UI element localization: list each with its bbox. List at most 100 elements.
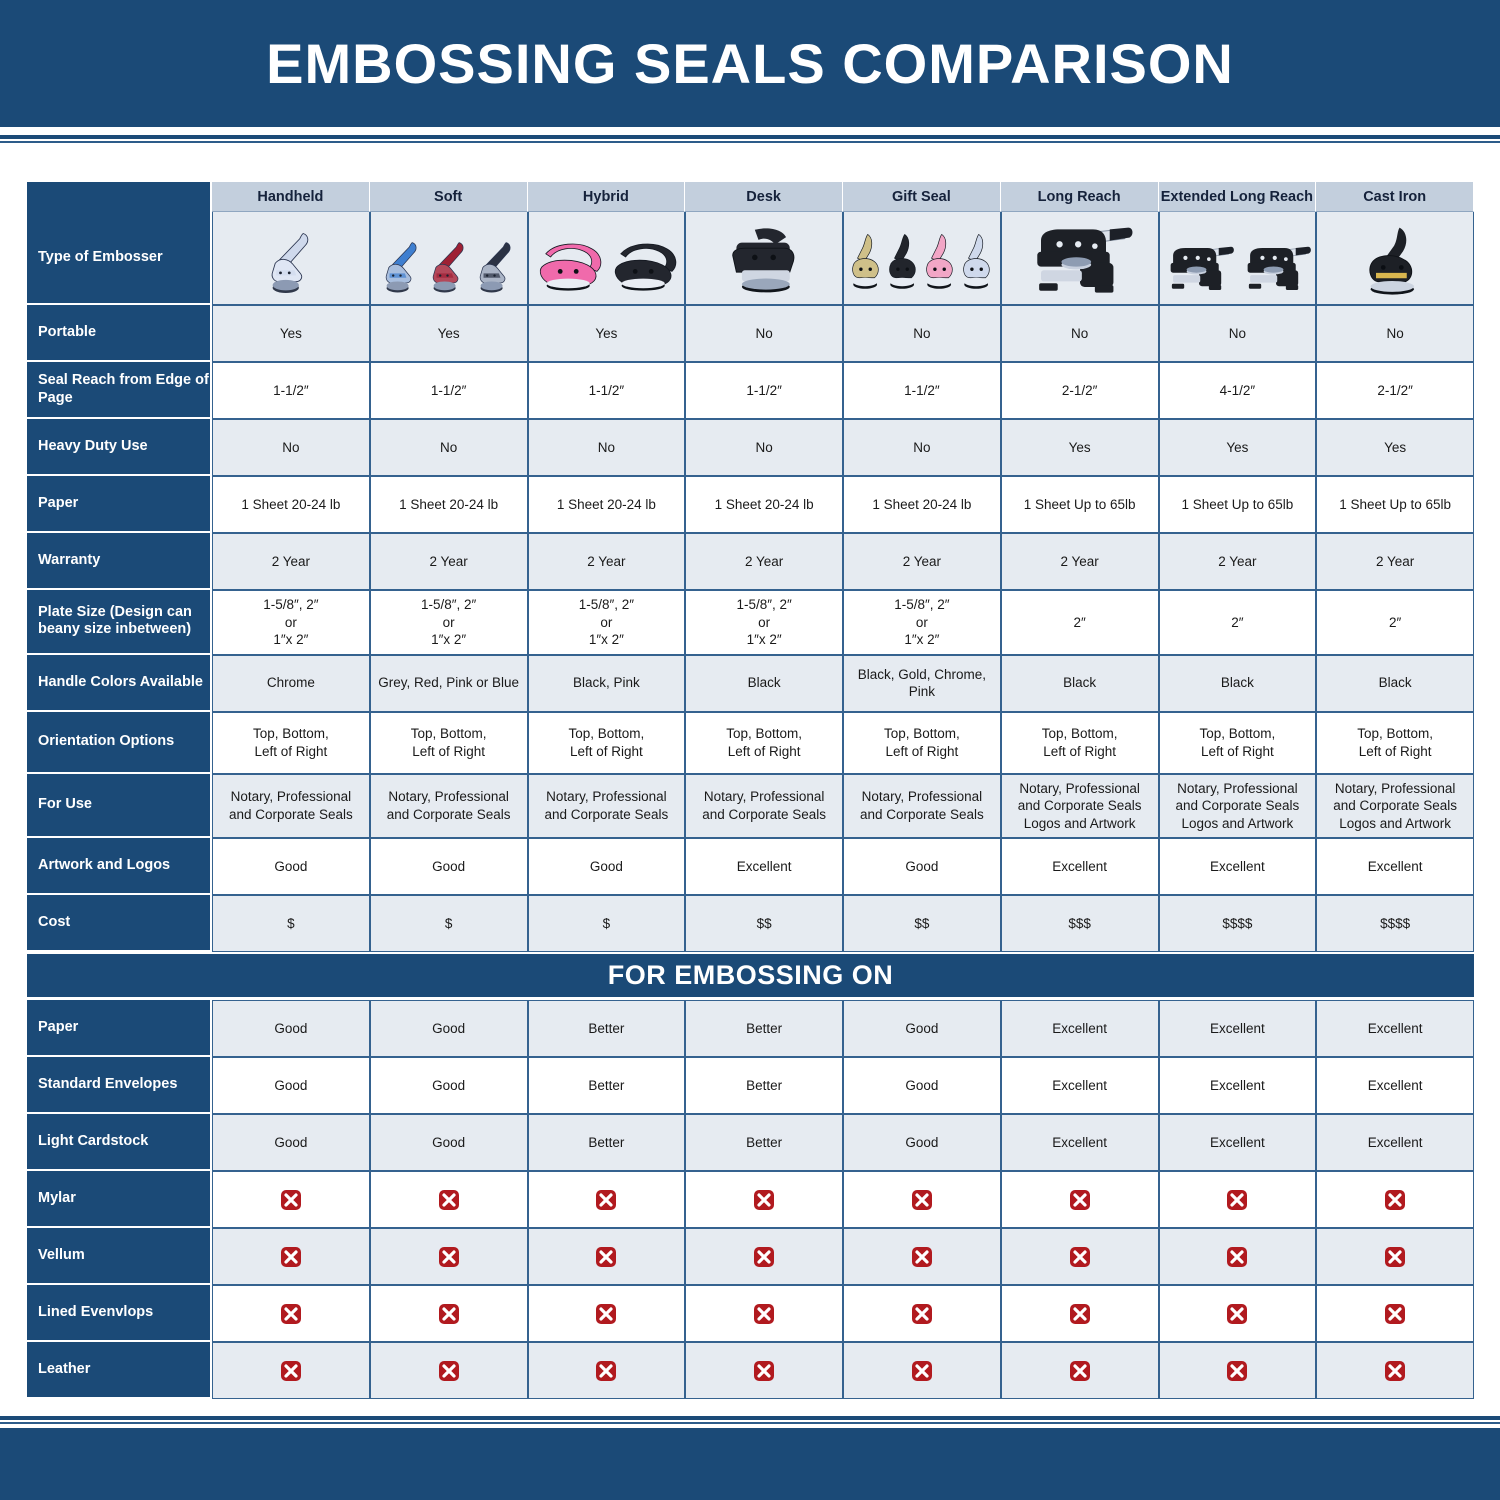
row-label-portable: Portable (27, 305, 212, 362)
row-label-vellum: Vellum (27, 1228, 212, 1286)
cell-value: Yes (1068, 439, 1091, 455)
red-x-icon (1384, 1246, 1406, 1268)
cell-value: Good (432, 1078, 466, 1093)
cell-value: Excellent (1367, 859, 1423, 874)
long-reach-embosser-icon (1002, 212, 1158, 304)
table-row: Type of Embosser (27, 212, 1474, 305)
table-row: Light Cardstock Good Good Better Better Good E… (27, 1114, 1474, 1172)
table-cell: 2 Year (1158, 533, 1317, 590)
table-cell: No (685, 419, 843, 476)
table-cell: 1-5/8″, 2″ or 1″x 2″ (527, 590, 686, 655)
table-cell: No (843, 305, 1001, 362)
seal-illustration (1170, 246, 1234, 290)
cell-value: Yes (437, 325, 460, 341)
red-x-icon (911, 1189, 933, 1211)
table-cell (1000, 1171, 1159, 1229)
table-cell: Black, Pink (527, 654, 686, 712)
table-header-row: Handheld Soft Hybrid Desk Gift Seal Long Reac… (27, 182, 1474, 212)
row-label-text: Plate Size (Design can beany size inbetw… (38, 604, 192, 638)
table-cell: 1-1/2″ (369, 362, 528, 419)
table-cell: 2-1/2″ (1316, 362, 1474, 419)
cell-value: Good (432, 1135, 466, 1150)
extended-long-reach-embosser-icon (1160, 212, 1316, 304)
table-cell: 1-1/2″ (843, 362, 1001, 419)
table-cell: 2 Year (685, 533, 843, 590)
table-cell: Yes (1000, 419, 1159, 476)
embosser-image-cell (527, 212, 686, 305)
row-label-type-of-embosser: Type of Embosser (27, 212, 212, 305)
row-label-cost: Cost (27, 895, 212, 953)
table-cell: Good (527, 838, 686, 896)
column-header-soft: Soft (369, 182, 528, 212)
gift-seal-embosser-icon (844, 212, 1000, 304)
row-label-text: Paper (38, 1019, 79, 1036)
cell-value: 1 Sheet 20-24 lb (241, 496, 341, 512)
table-row: Plate Size (Design can beany size inbetw… (27, 590, 1474, 655)
red-x-icon (280, 1189, 302, 1211)
cell-value: $$$ (1068, 916, 1091, 931)
red-x-icon (753, 1303, 775, 1325)
table-row: Heavy Duty Use No No No No No Yes Yes Yes (27, 419, 1474, 476)
row-label-text: Orientation Options (38, 733, 175, 750)
cell-value: 1 Sheet 20-24 lb (714, 496, 814, 512)
cell-value: Yes (595, 325, 618, 341)
table-row: Leather (27, 1342, 1474, 1400)
seal-illustration (926, 233, 954, 289)
cell-value: Excellent (1209, 1078, 1265, 1093)
cell-value: $$ (914, 916, 930, 931)
red-x-icon (753, 1246, 775, 1268)
table-cell (527, 1342, 686, 1400)
table-row: For Use Notary, Professional and Corporate… (27, 773, 1474, 839)
row-label-handle-colors-available: Handle Colors Available (27, 654, 212, 712)
cell-value: 2 Year (744, 553, 784, 569)
row-label-for-use: For Use (27, 773, 212, 839)
cell-value: Black, Pink (572, 675, 640, 691)
cell-value: Better (588, 1078, 625, 1093)
table-cell: 1 Sheet 20-24 lb (369, 476, 528, 533)
cell-value: $$$$ (1380, 916, 1411, 931)
red-x-icon (438, 1189, 460, 1211)
table-cell: $ (369, 895, 528, 953)
cell-value: Black (1378, 675, 1412, 691)
table-cell: Good (843, 1114, 1001, 1172)
table-row: Seal Reach from Edge of Page 1-1/2″ 1-1/2″… (27, 362, 1474, 419)
footer-divider-inner (0, 1422, 1500, 1424)
table-cell (369, 1285, 528, 1343)
cell-value: Better (588, 1021, 625, 1036)
row-label-orientation-options: Orientation Options (27, 711, 212, 774)
column-header-label: Hybrid (582, 188, 629, 205)
column-header-label: Desk (746, 188, 781, 205)
table-cell: $$$ (1000, 895, 1159, 953)
seal-illustration (479, 242, 511, 293)
seal-illustration (852, 233, 880, 289)
red-x-icon (1226, 1246, 1248, 1268)
red-x-icon (1069, 1246, 1091, 1268)
row-label-text: Mylar (38, 1190, 76, 1207)
embosser-image-cell (369, 212, 528, 305)
row-label-paper: Paper (27, 476, 212, 533)
table-cell: 1-5/8″, 2″ or 1″x 2″ (685, 590, 843, 655)
cell-value: 1 Sheet Up to 65lb (1339, 496, 1452, 512)
table-cell (527, 1285, 686, 1343)
cell-value: Excellent (1367, 1078, 1423, 1093)
cell-value: Good (905, 1135, 939, 1150)
table-cell (527, 1171, 686, 1229)
cell-value: No (282, 439, 300, 455)
row-label-heavy-duty-use: Heavy Duty Use (27, 419, 212, 476)
table-cell: No (1158, 305, 1317, 362)
row-label-text: Paper (38, 494, 79, 511)
cell-value: Good (274, 859, 308, 874)
cell-value: Excellent (1209, 1135, 1265, 1150)
column-header-gift-seal: Gift Seal (843, 182, 1001, 212)
table-cell: Good (212, 838, 370, 896)
table-cell: Black (1000, 654, 1159, 712)
cell-value: 2″ (1073, 614, 1086, 630)
handheld-embosser-icon (213, 212, 369, 304)
table-cell: Good (212, 1057, 370, 1115)
embossing-seals-comparison-table: Handheld Soft Hybrid Desk Gift Seal Long Reac… (27, 182, 1474, 1400)
table-row: Mylar (27, 1171, 1474, 1229)
table-cell (843, 1228, 1001, 1286)
column-header-label: Handheld (257, 188, 324, 205)
cell-value: Black (747, 675, 781, 691)
table-cell: No (527, 419, 686, 476)
